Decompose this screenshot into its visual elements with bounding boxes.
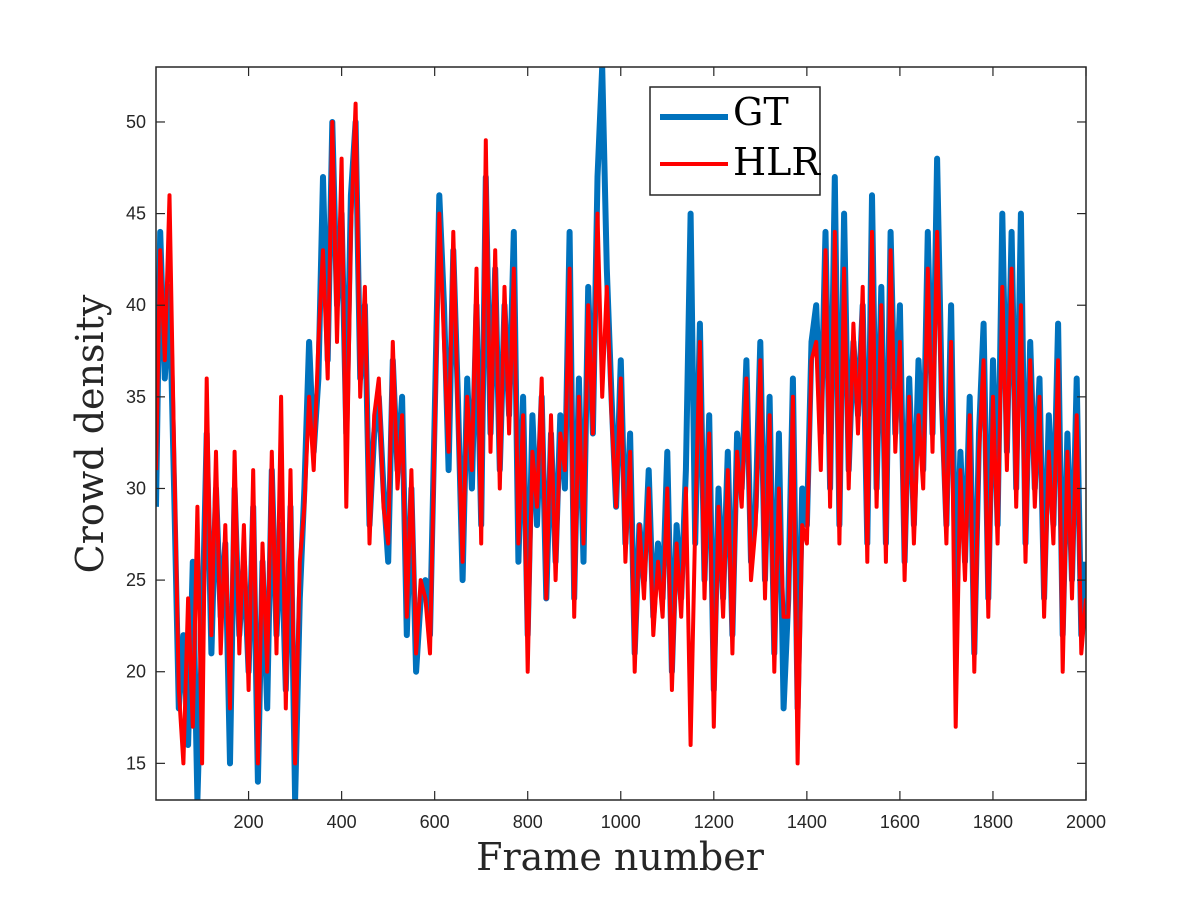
x-tick-label: 1400	[787, 812, 827, 832]
x-tick-label: 1600	[880, 812, 920, 832]
x-tick-label: 400	[327, 812, 357, 832]
x-tick-label: 2000	[1066, 812, 1106, 832]
y-tick-label: 20	[126, 662, 146, 682]
legend-label-gt: GT	[733, 90, 789, 134]
y-tick-label: 15	[126, 753, 146, 773]
x-tick-label: 1800	[973, 812, 1013, 832]
x-axis-ticks: 200 400 600 800 1000 1200 1400 1600 1800 2000	[234, 67, 1106, 832]
y-tick-label: 35	[126, 387, 146, 407]
x-tick-label: 600	[420, 812, 450, 832]
y-axis-ticks: 15 20 25 30 35 40 45 50	[126, 112, 1086, 773]
series-layer	[156, 67, 1086, 800]
x-axis-label: Frame number	[476, 835, 765, 879]
legend-box	[649, 86, 821, 196]
y-tick-label: 45	[126, 204, 146, 224]
y-tick-label: 30	[126, 478, 146, 498]
y-tick-label: 40	[126, 295, 146, 315]
x-tick-label: 1200	[694, 812, 734, 832]
legend-label-hlr: HLR	[733, 140, 821, 184]
legend: GT HLR	[649, 86, 821, 196]
y-tick-label: 50	[126, 112, 146, 132]
series-line-hlr	[156, 101, 1086, 766]
y-axis-label: Crowd density	[68, 294, 112, 573]
x-tick-label: 200	[234, 812, 264, 832]
y-tick-label: 25	[126, 570, 146, 590]
x-tick-label: 800	[513, 812, 543, 832]
x-tick-label: 1000	[601, 812, 641, 832]
